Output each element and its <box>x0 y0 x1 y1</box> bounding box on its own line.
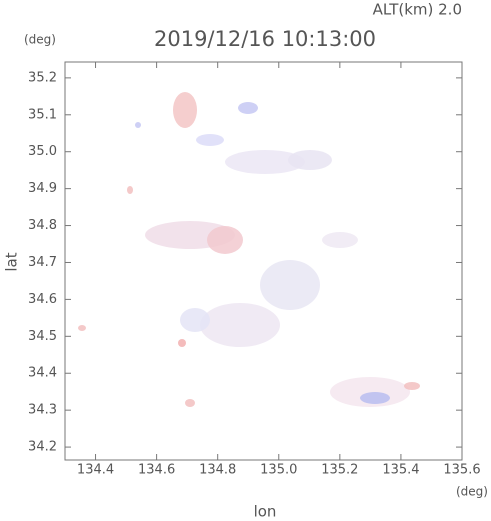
echo <box>360 392 390 404</box>
altitude-label: ALT(km) 2.0 <box>373 1 462 19</box>
x-tick-label: 135.6 <box>443 463 480 478</box>
echo <box>173 92 197 128</box>
x-tick-label: 134.4 <box>77 463 114 478</box>
echo <box>404 382 420 390</box>
y-axis-label: lat <box>3 252 21 271</box>
y-tick-label: 34.7 <box>28 255 57 270</box>
x-tick-label: 135.2 <box>321 463 358 478</box>
echo <box>200 303 280 347</box>
echo <box>322 232 358 248</box>
y-tick-label: 34.9 <box>28 181 57 196</box>
echo <box>178 339 186 347</box>
echo <box>127 186 133 194</box>
echo <box>288 150 332 170</box>
x-axis-label: lon <box>254 503 277 521</box>
echo <box>135 122 141 128</box>
echo <box>185 399 195 407</box>
y-tick-label: 34.8 <box>28 218 57 233</box>
echo <box>196 134 224 146</box>
plot-frame <box>64 61 463 461</box>
y-tick-label: 34.6 <box>28 292 57 307</box>
echo <box>78 325 86 331</box>
x-tick-label: 134.8 <box>199 463 236 478</box>
echo <box>207 226 243 254</box>
y-tick-label: 34.4 <box>28 366 57 381</box>
y-tick-label: 34.2 <box>28 440 57 455</box>
echo <box>180 308 210 332</box>
echo <box>238 102 258 114</box>
y-unit: (deg) <box>24 33 56 47</box>
chart-title: 2019/12/16 10:13:00 <box>154 27 376 51</box>
echo <box>260 260 320 310</box>
y-tick-label: 35.0 <box>28 144 57 159</box>
x-tick-label: 135.0 <box>260 463 297 478</box>
y-tick-label: 34.5 <box>28 329 57 344</box>
y-tick-label: 34.3 <box>28 403 57 418</box>
x-unit: (deg) <box>456 485 488 499</box>
y-tick-label: 35.2 <box>28 70 57 85</box>
x-tick-label: 135.4 <box>382 463 419 478</box>
x-tick-label: 134.6 <box>138 463 175 478</box>
y-tick-label: 35.1 <box>28 107 57 122</box>
echo-field <box>78 92 420 407</box>
echo <box>330 377 410 407</box>
echo <box>225 150 305 174</box>
